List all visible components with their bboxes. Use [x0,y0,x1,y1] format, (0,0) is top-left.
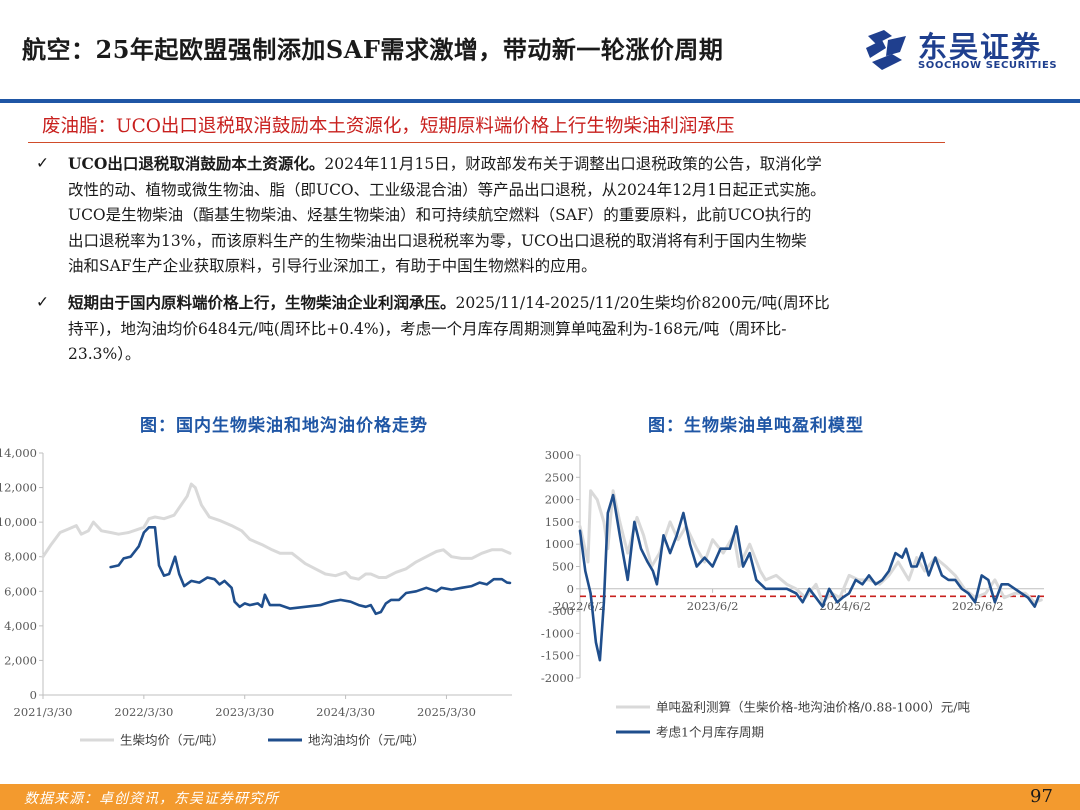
y-tick-label: 0 [567,582,574,596]
y-tick-label: 10,000 [0,515,37,529]
y-tick-label: -500 [548,604,574,618]
logo-text-cn: 东吴证券 [918,30,1043,64]
x-tick-label: 2022/6/2 [554,599,606,613]
figure-2-title: 图：生物柴油单吨盈利模型 [648,416,864,436]
series-line-2 [109,526,512,616]
y-tick-label: 2000 [545,493,574,507]
logo-text-en: SOOCHOW SECURITIES [918,60,1058,71]
y-tick-label: 3000 [545,448,574,462]
y-tick-label: 0 [30,688,37,702]
y-tick-label: 1500 [545,515,574,529]
x-tick-label: 2025/6/2 [952,599,1004,613]
y-tick-label: 500 [552,560,574,574]
header-divider [0,99,1080,103]
data-source: 数据来源：卓创资讯，东吴证券研究所 [24,791,279,807]
bullet-line: UCO是生物柴油（酯基生物柴油、烃基生物柴油）和可持续航空燃料（SAF）的重要原… [68,206,812,224]
legend-label: 考虑1个月库存周期 [656,725,764,740]
x-tick-label: 2023/3/30 [215,705,274,719]
section-underline [28,142,945,143]
bullet-line: 2025/11/14-2025/11/20生柴均价8200元/吨(周环比 [455,294,830,312]
y-tick-label: 2,000 [4,653,37,667]
price-trend-chart: 0 2,000 4,000 6,000 8,000 10,000 12,000 14,000 2… [0,446,512,748]
section-title: 废油脂：UCO出口退税取消鼓励本土资源化，短期原料端价格上行生物柴油利润承压 [42,116,735,137]
company-logo: 东吴证券 SOOCHOW SECURITIES [862,26,1062,78]
bullet-line: 改性的动、植物或微生物油、脂（即UCO、工业级混合油）等产品出口退税，从2024… [68,180,826,199]
legend-label: 地沟油均价（元/吨） [308,733,425,748]
bullet-line: 油和SAF生产企业获取原料，引导行业深加工，有助于中国生物燃料的应用。 [68,257,597,275]
y-tick-label: 2500 [545,470,574,484]
x-tick-label: 2022/3/30 [114,705,173,719]
legend-label: 单吨盈利测算（生柴价格-地沟油价格/0.88-1000）元/吨 [656,700,971,715]
bullet-heading: 短期由于国内原料端价格上行，生物柴油企业利润承压。 [68,293,456,312]
x-tick-label: 2024/6/2 [819,599,871,613]
x-tick-label: 2024/3/30 [316,705,375,719]
bullet-line: 23.3%）。 [68,345,141,363]
bullet-text: 短期由于国内原料端价格上行，生物柴油企业利润承压。2025/11/14-2025… [68,290,1058,368]
y-tick-label: -1000 [541,626,574,640]
check-icon: ✓ [36,154,49,172]
y-tick-label: 8,000 [4,550,37,564]
legend-label: 生柴均价（元/吨） [120,733,224,748]
bullet-text: UCO出口退税取消鼓励本土资源化。2024年11月15日，财政部发布关于调整出口… [68,151,1058,280]
x-tick-label: 2023/6/2 [687,599,739,613]
soochow-logo-icon [866,30,906,70]
series-line-1 [578,489,1043,604]
bullet-line: 2024年11月15日，财政部发布关于调整出口退税政策的公告，取消化学 [324,155,822,173]
page-title: 航空：25年起欧盟强制添加SAF需求激增，带动新一轮涨价周期 [22,35,724,64]
figure-1-title: 图：国内生物柴油和地沟油价格走势 [140,416,428,436]
y-tick-label: -2000 [541,671,574,685]
y-tick-label: 14,000 [0,446,37,460]
y-tick-label: 1000 [545,537,574,551]
y-tick-label: -1500 [541,649,574,663]
bullet-heading: UCO出口退税取消鼓励本土资源化。 [68,154,325,173]
check-icon: ✓ [36,293,49,311]
page-number: 97 [1030,786,1053,807]
x-tick-label: 2025/3/30 [417,705,476,719]
series-line-1 [41,482,512,581]
profit-model-chart: -2000 -1500 -1000 -500 0 500 1000 1500 2000 2500 3… [541,448,1044,740]
bullet-line: 出口退税率为13%，而该原料生产的生物柴油出口退税税率为零，UCO出口退税的取消… [68,231,807,250]
footer-bar: 数据来源：卓创资讯，东吴证券研究所 97 [0,784,1080,810]
bullet-line: 持平)，地沟油均价6484元/吨(周环比+0.4%)，考虑一个月库存周期测算单吨… [68,319,787,338]
y-tick-label: 12,000 [0,481,37,495]
y-tick-label: 4,000 [4,619,37,633]
x-tick-label: 2021/3/30 [14,705,73,719]
series-line-2 [578,493,1041,662]
y-tick-label: 6,000 [4,584,37,598]
